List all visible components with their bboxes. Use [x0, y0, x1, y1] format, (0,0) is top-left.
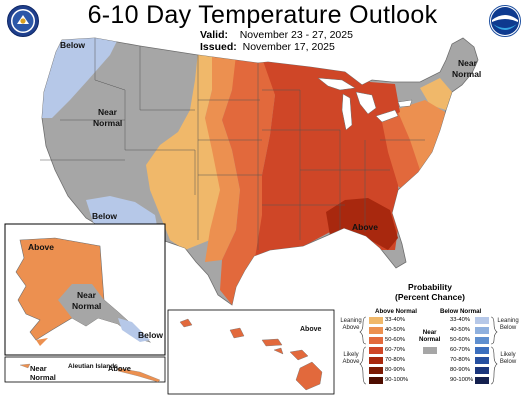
legend-below-range-2: 40-50%: [450, 327, 470, 333]
legend-above-4: [369, 347, 383, 354]
legend-below-range-4: 60-70%: [450, 347, 470, 353]
noaa-logo-icon: [489, 5, 521, 37]
valid-date: November 23 - 27, 2025: [239, 29, 353, 41]
legend-leaning-above: Leaning Above: [338, 318, 364, 332]
label-near-w-1: Near: [98, 107, 118, 117]
legend-below-6: [475, 367, 489, 374]
label-ak-below: Below: [138, 330, 163, 340]
legend-likely-above: Likely Above: [338, 352, 364, 366]
legend-below-5: [475, 357, 489, 364]
legend-below-7: [475, 377, 489, 384]
label-aleutian: Aleutian Islands: [68, 363, 118, 370]
legend-title-line-1: Probability: [408, 282, 452, 292]
label-near-ne-2: Normal: [452, 69, 481, 79]
legend-above-range-6: 80-90%: [385, 367, 405, 373]
legend-likely-below: Likely Below: [494, 352, 522, 366]
legend-above-5: [369, 357, 383, 364]
legend-above-7: [369, 377, 383, 384]
legend-below-1: [475, 317, 489, 324]
label-ak-near-2: Normal: [72, 301, 101, 311]
legend-near-swatch: [423, 347, 437, 354]
legend-leaning-below-2: Below: [499, 325, 517, 331]
label-aleutian-near-1: Near: [30, 364, 47, 373]
legend-near-head: Near Normal: [419, 329, 440, 343]
below-nw-region: [42, 38, 120, 118]
page-title: 6-10 Day Temperature Outlook: [87, 1, 438, 29]
label-hi-above: Above: [300, 326, 322, 333]
legend-leaning-below-1: Leaning: [497, 318, 519, 324]
legend-below-range-7: 90-100%: [450, 377, 474, 383]
legend-leaning-above-1: Leaning: [340, 318, 362, 324]
doc-seal-icon: [7, 5, 39, 37]
above-33-40-ne-region: [420, 78, 452, 110]
legend-above-head: Above Normal: [375, 308, 417, 315]
legend-above-range-4: 60-70%: [385, 347, 405, 353]
legend-below-4: [475, 347, 489, 354]
label-ak-near-1: Near: [77, 290, 97, 300]
legend-below-range-5: 70-80%: [450, 357, 470, 363]
legend-below-2: [475, 327, 489, 334]
valid-label: Valid:: [200, 29, 229, 41]
above-70-80-region: [326, 198, 398, 250]
label-below-nw: Below: [60, 40, 85, 50]
legend-leaning-below: Leaning Below: [494, 318, 522, 332]
legend-below-head: Below Normal: [440, 308, 482, 315]
label-below-sw: Below: [92, 211, 117, 221]
label-aleutian-above: Above: [108, 364, 131, 373]
alaska-below: [118, 318, 150, 342]
alaska-chain: [36, 338, 48, 346]
legend-below-range-3: 50-60%: [450, 337, 470, 343]
legend-leaning-above-2: Above: [342, 325, 360, 331]
legend-above-range-7: 90-100%: [385, 377, 409, 383]
legend-likely-above-1: Likely: [343, 352, 359, 358]
legend-title-line-2: (Percent Chance): [395, 291, 465, 302]
above-50-60-east-region: [378, 112, 420, 195]
legend-above-range-3: 50-60%: [385, 337, 405, 343]
legend-above-3: [369, 337, 383, 344]
legend-title: Probability (Percent Chance): [380, 282, 480, 302]
legend-likely-below-2: Below: [499, 359, 517, 365]
state-lines: [40, 38, 425, 250]
legend-below-range-1: 33-40%: [450, 317, 470, 323]
legend-below-3: [475, 337, 489, 344]
above-33-40-region: [146, 52, 222, 250]
label-aleutian-near-2: Normal: [30, 373, 56, 382]
legend-likely-above-2: Above: [342, 359, 360, 365]
above-40-50-region: [205, 52, 240, 262]
legend-above-2: [369, 327, 383, 334]
legend-near-head-2: Normal: [419, 336, 441, 343]
label-near-ne-1: Near: [458, 58, 478, 68]
legend-above-range-5: 70-80%: [385, 357, 405, 363]
label-above-se: Above: [352, 222, 378, 232]
issued-label: Issued:: [200, 41, 237, 53]
legend-near-head-1: Near: [422, 329, 437, 336]
hawaii-islands: [179, 318, 323, 391]
label-near-w-2: Normal: [93, 118, 122, 128]
issued-line: Issued: November 17, 2025: [200, 41, 335, 53]
legend-above-range-2: 40-50%: [385, 327, 405, 333]
legend-below-range-6: 80-90%: [450, 367, 470, 373]
aleutian-islands: [19, 363, 161, 383]
aleutian-frame: [4, 356, 166, 383]
legend-above-range-1: 33-40%: [385, 317, 405, 323]
legend-likely-below-1: Likely: [500, 352, 516, 358]
issued-date: November 17, 2025: [242, 41, 335, 53]
legend-above-6: [369, 367, 383, 374]
valid-line: Valid: November 23 - 27, 2025: [200, 29, 353, 41]
legend-above-1: [369, 317, 383, 324]
great-lakes: [317, 77, 413, 131]
label-ak-above: Above: [28, 242, 54, 252]
